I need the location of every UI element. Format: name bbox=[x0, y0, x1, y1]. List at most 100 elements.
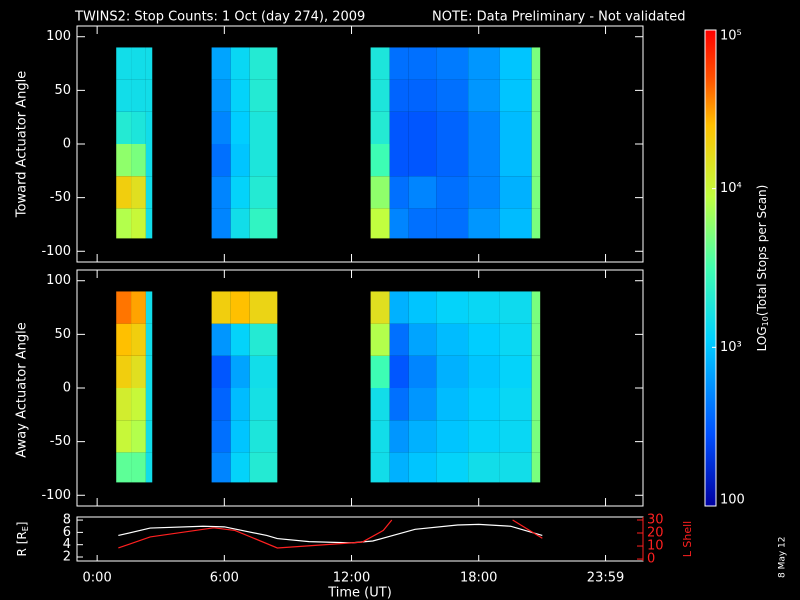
heatmap-cell bbox=[468, 388, 500, 421]
heatmap-cell bbox=[436, 291, 469, 324]
heatmap-cell bbox=[468, 144, 500, 177]
heatmap-cell bbox=[468, 323, 500, 356]
heatmap-cell bbox=[116, 323, 132, 356]
y-tick-label: -50 bbox=[50, 190, 71, 205]
heatmap-cell bbox=[211, 79, 231, 112]
heatmap-cell bbox=[531, 176, 541, 209]
heatmap-cell bbox=[230, 111, 250, 144]
heatmap-cell bbox=[230, 355, 250, 388]
y-tick-label: 50 bbox=[54, 83, 71, 98]
heatmap-cell bbox=[230, 79, 250, 112]
heatmap-cell bbox=[116, 144, 132, 177]
heatmap-cell bbox=[230, 420, 250, 453]
y-tick-label: 2 bbox=[63, 550, 71, 565]
heatmap-cell bbox=[230, 47, 250, 80]
x-tick-label: 23:59 bbox=[587, 571, 624, 586]
heatmap-cell bbox=[531, 388, 541, 421]
colorbar-tick-label: 10⁴ bbox=[720, 181, 742, 196]
heatmap-cell bbox=[211, 420, 231, 453]
heatmap-cell bbox=[499, 144, 532, 177]
heatmap-cell bbox=[145, 47, 153, 80]
heatmap-cell bbox=[389, 420, 409, 453]
y-tick-label: 100 bbox=[46, 29, 71, 44]
chart-title: TWINS2: Stop Counts: 1 Oct (day 274), 20… bbox=[74, 10, 365, 25]
heatmap-cell bbox=[145, 79, 153, 112]
heatmap-cell bbox=[408, 208, 437, 239]
heatmap-cell bbox=[116, 47, 132, 80]
heatmap-cell bbox=[249, 323, 278, 356]
heatmap-cell bbox=[145, 144, 153, 177]
note: NOTE: Data Preliminary - Not validated bbox=[432, 10, 686, 25]
heatmap-cell bbox=[499, 420, 532, 453]
heatmap-cell bbox=[468, 79, 500, 112]
heatmap-cell bbox=[131, 355, 146, 388]
line-plot bbox=[118, 519, 543, 549]
heatmap-cell bbox=[408, 452, 437, 483]
heatmap-cell bbox=[408, 291, 437, 324]
label-part: (Total Stops per Scan) bbox=[755, 185, 769, 316]
heatmap-cell bbox=[468, 208, 500, 239]
label-part: E bbox=[21, 526, 30, 531]
x-tick-label: 6:00 bbox=[210, 571, 239, 586]
heatmap-cell bbox=[131, 144, 146, 177]
y-tick-label: 0 bbox=[63, 381, 71, 396]
line-series bbox=[118, 519, 393, 549]
heatmap-cell bbox=[389, 388, 409, 421]
heatmap-cell bbox=[145, 388, 153, 421]
heatmap-cell bbox=[145, 452, 153, 483]
heatmap-cell bbox=[389, 452, 409, 483]
heatmap-cell bbox=[408, 388, 437, 421]
heatmap-cell bbox=[211, 452, 231, 483]
heatmap-cell bbox=[408, 420, 437, 453]
heatmap-cell bbox=[211, 323, 231, 356]
y-tick-label: 6 bbox=[63, 525, 71, 540]
heatmap-cell bbox=[230, 208, 250, 239]
heatmap-cell bbox=[370, 388, 390, 421]
heatmap-cell bbox=[145, 208, 153, 239]
heatmap-cell bbox=[468, 291, 500, 324]
heatmap-cell bbox=[499, 208, 532, 239]
heatmap-cell bbox=[211, 355, 231, 388]
date-stamp: 8 May 12 bbox=[778, 536, 788, 578]
heatmap-cell bbox=[389, 208, 409, 239]
heatmap-cell bbox=[389, 144, 409, 177]
heatmap-cell bbox=[230, 144, 250, 177]
heatmap-cell bbox=[436, 388, 469, 421]
heatmap-cell bbox=[116, 452, 132, 483]
heatmap-cell bbox=[131, 176, 146, 209]
heatmap-cell bbox=[389, 111, 409, 144]
heatmap-cell bbox=[436, 355, 469, 388]
heatmap-cell bbox=[370, 47, 390, 80]
heatmap-cell bbox=[116, 291, 132, 324]
heatmap-cell bbox=[436, 208, 469, 239]
y2-tick-label: 20 bbox=[647, 526, 664, 541]
heatmap-cell bbox=[116, 420, 132, 453]
heatmap-cell bbox=[531, 144, 541, 177]
y-tick-label: 50 bbox=[54, 327, 71, 342]
heatmap-cell bbox=[131, 323, 146, 356]
y-tick-label: 4 bbox=[63, 537, 71, 552]
heatmap-cell bbox=[145, 111, 153, 144]
heatmap-cell bbox=[408, 355, 437, 388]
heatmap-cell bbox=[436, 79, 469, 112]
heatmap-cell bbox=[116, 79, 132, 112]
heatmap-cell bbox=[531, 355, 541, 388]
heatmap-cell bbox=[408, 323, 437, 356]
heatmap-cell bbox=[230, 291, 250, 324]
heatmap-cell bbox=[249, 388, 278, 421]
heatmap-cell bbox=[499, 176, 532, 209]
heatmap-cell bbox=[531, 323, 541, 356]
heatmap-cell bbox=[370, 176, 390, 209]
label-part: 10 bbox=[761, 316, 770, 326]
heatmap-cell bbox=[499, 388, 532, 421]
heatmap-cell bbox=[499, 79, 532, 112]
heatmap-cell bbox=[230, 323, 250, 356]
y-tick-label: -50 bbox=[50, 434, 71, 449]
heatmap-cell bbox=[389, 79, 409, 112]
heatmap-cell bbox=[499, 47, 532, 80]
y-axis-label: Away Actuator Angle bbox=[15, 322, 30, 457]
heatmap-cell bbox=[116, 388, 132, 421]
heatmap-cell bbox=[249, 111, 278, 144]
heatmap-cell bbox=[468, 452, 500, 483]
